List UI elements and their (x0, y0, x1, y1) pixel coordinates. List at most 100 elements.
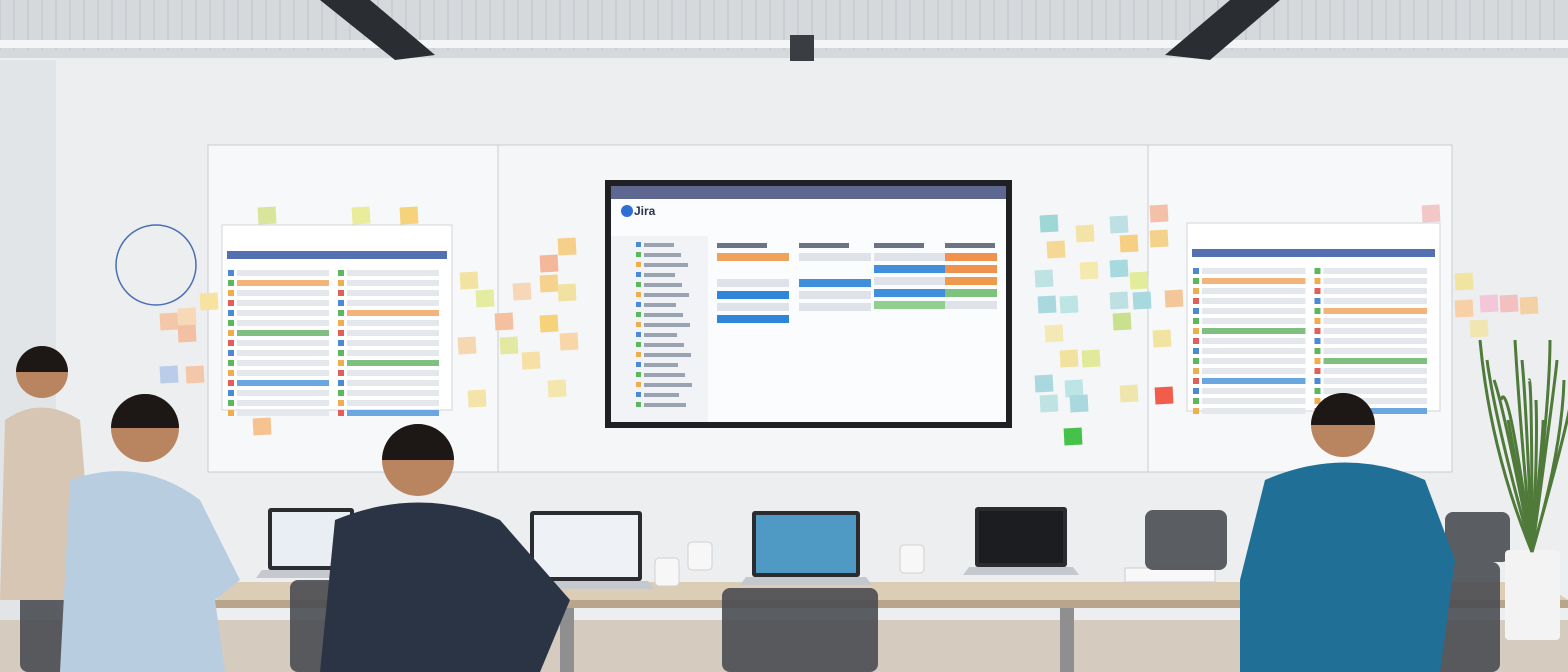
drawn-clock (115, 224, 197, 306)
issue-card (874, 289, 946, 297)
sticky-note (257, 206, 277, 225)
sidebar-item (644, 243, 674, 247)
sticky-note (1119, 234, 1139, 253)
sticky-note (475, 289, 495, 308)
column-header (717, 243, 767, 248)
sticky-note (557, 283, 577, 302)
issue-card (945, 301, 997, 309)
sticky-note (199, 292, 219, 311)
poster-row (237, 330, 329, 336)
poster-icon (338, 390, 344, 396)
notebook (1124, 567, 1216, 583)
poster-row (237, 280, 329, 286)
poster-row (1323, 268, 1427, 274)
sticky-note (459, 271, 479, 290)
poster-row (1323, 408, 1427, 414)
issue-card (945, 265, 997, 273)
poster-row (1323, 298, 1427, 304)
sidebar-icon (636, 272, 641, 277)
poster-row (1323, 338, 1427, 344)
poster-icon (228, 280, 234, 286)
laptop-base (740, 577, 872, 585)
sticky-note (1075, 224, 1095, 243)
poster-icon (228, 350, 234, 356)
poster-header (227, 251, 447, 259)
issue-card (799, 253, 871, 261)
poster-row (1323, 398, 1427, 404)
poster-row (347, 390, 439, 396)
sticky-note (1039, 394, 1059, 413)
issue-card (799, 303, 871, 311)
poster-row (1202, 408, 1306, 414)
sidebar-icon (636, 402, 641, 407)
poster-icon (338, 350, 344, 356)
sidebar-icon (636, 252, 641, 257)
sidebar-icon (636, 372, 641, 377)
sticky-note (539, 314, 559, 333)
poster-row (347, 410, 439, 416)
sidebar-item (644, 283, 682, 287)
poster-icon (338, 300, 344, 306)
poster-row (237, 290, 329, 296)
sidebar-icon (636, 322, 641, 327)
sidebar-icon (636, 352, 641, 357)
poster-icon (1314, 278, 1321, 284)
ceiling-beam (1165, 0, 1280, 60)
sticky-note (559, 332, 579, 351)
poster-icon (1193, 358, 1199, 364)
plant-leaf (1478, 339, 1534, 553)
sticky-note (1069, 394, 1089, 413)
plant-leaf (1527, 378, 1534, 553)
poster-icon (228, 370, 234, 376)
poster-icon (1193, 398, 1199, 404)
poster-icon (1193, 338, 1199, 344)
sticky-note (177, 324, 197, 343)
poster-row (237, 300, 329, 306)
poster-icon (338, 360, 344, 366)
poster-icon (1314, 308, 1321, 314)
sticky-note (1039, 214, 1059, 233)
poster-row (347, 350, 439, 356)
poster-row (237, 310, 329, 316)
poster-icon (228, 290, 234, 296)
poster-icon (1193, 328, 1199, 334)
sticky-note (1046, 240, 1066, 259)
issue-card (717, 303, 789, 311)
sticky-note (521, 351, 541, 370)
sidebar-icon (636, 342, 641, 347)
ceiling-beam (320, 0, 435, 60)
sidebar-item (644, 313, 683, 317)
poster-row (237, 410, 329, 416)
poster-row (347, 330, 439, 336)
sidebar-item (644, 363, 678, 367)
projector (790, 35, 814, 61)
poster-icon (338, 280, 344, 286)
sticky-note (1109, 291, 1129, 310)
poster-row (237, 400, 329, 406)
poster-row (1202, 298, 1306, 304)
sticky-note (499, 336, 519, 355)
sticky-note (1469, 319, 1489, 338)
plant-leaf (1506, 419, 1534, 553)
sticky-note (185, 365, 205, 384)
sticky-note (1037, 295, 1057, 314)
poster-row (347, 310, 439, 316)
sidebar-icon (636, 292, 641, 297)
poster-icon (338, 270, 344, 276)
chair (722, 588, 878, 672)
poster-icon (338, 410, 344, 416)
poster-icon (1314, 328, 1321, 334)
poster-icon (1193, 268, 1199, 274)
poster-icon (1314, 288, 1321, 294)
plant-pot (1505, 550, 1560, 640)
sticky-note (457, 336, 477, 355)
sticky-note (159, 365, 179, 384)
poster-row (1323, 308, 1427, 314)
ceiling-light-strip (0, 40, 1568, 48)
poster-icon (228, 410, 234, 416)
poster-row (347, 360, 439, 366)
issue-card (874, 277, 946, 285)
table-leg (560, 608, 574, 672)
sticky-note (252, 417, 272, 436)
